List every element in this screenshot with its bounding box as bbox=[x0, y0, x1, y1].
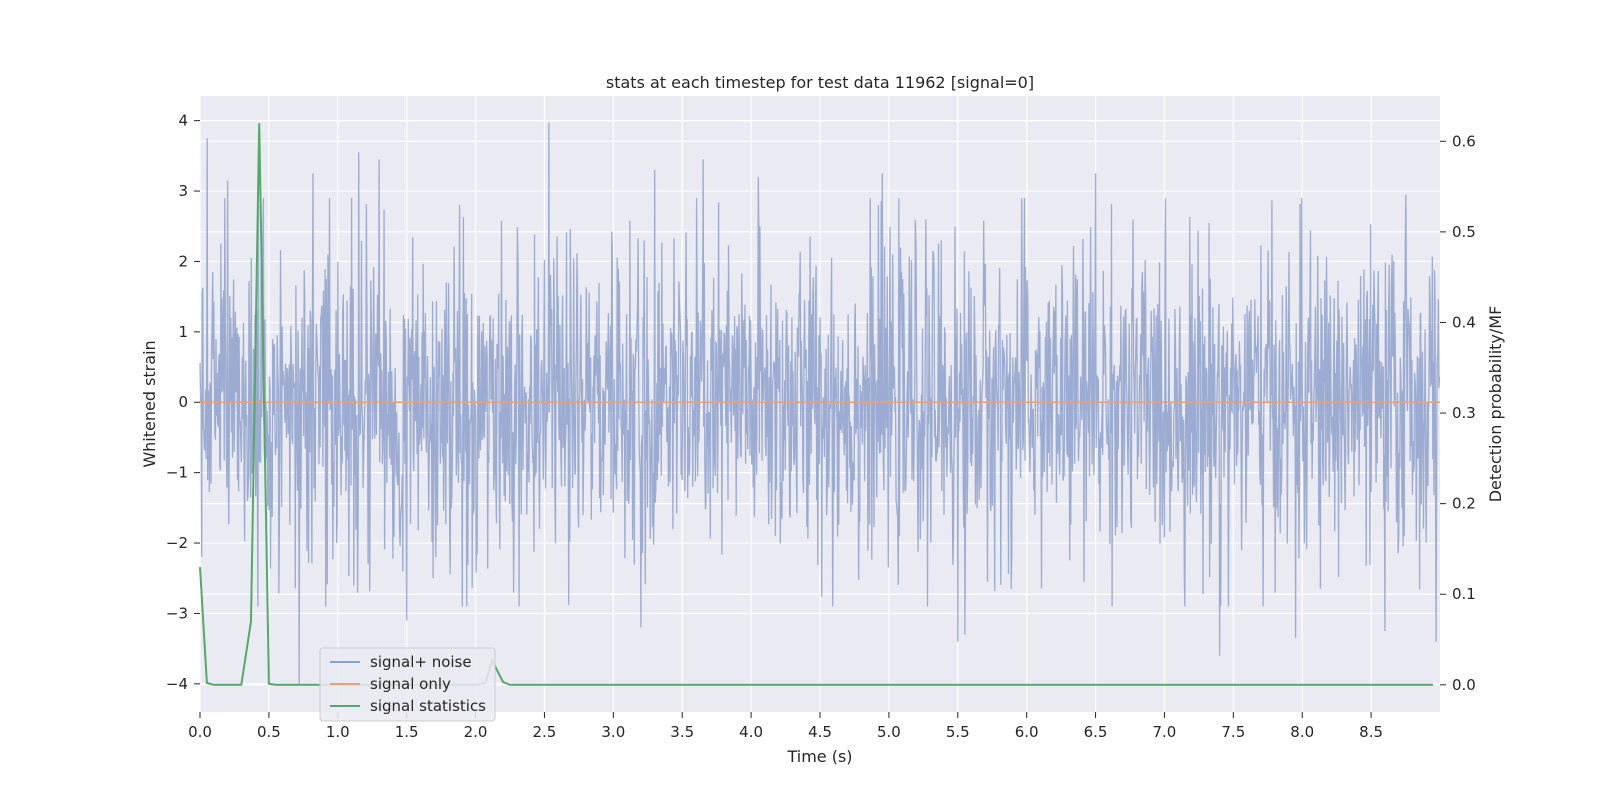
x-tick-label: 1.0 bbox=[326, 723, 350, 741]
x-axis-label: Time (s) bbox=[786, 747, 852, 766]
y2-tick-label: 0.5 bbox=[1452, 223, 1476, 241]
x-tick-label: 0.5 bbox=[257, 723, 281, 741]
y-tick-label: −3 bbox=[166, 604, 188, 622]
y-axis-ticks: 4 3 2 1 0 −1 −2 −3 −4 bbox=[166, 112, 200, 693]
x-tick-label: 4.0 bbox=[739, 723, 763, 741]
x-tick-label: 8.5 bbox=[1359, 723, 1383, 741]
x-axis-ticks: 0.0 0.5 1.0 1.5 2.0 2.5 3.0 3.5 4.0 4.5 5.0 5.5 6.0 6… bbox=[188, 712, 1383, 741]
y-axis-label: Whitened strain bbox=[140, 340, 159, 467]
x-tick-label: 6.0 bbox=[1015, 723, 1039, 741]
y2-axis-label: Detection probability/MF bbox=[1486, 306, 1505, 503]
legend-label-signal-statistics: signal statistics bbox=[370, 697, 486, 715]
x-tick-label: 1.5 bbox=[395, 723, 419, 741]
x-tick-label: 7.5 bbox=[1221, 723, 1245, 741]
y-tick-label: 2 bbox=[178, 252, 188, 270]
series-signal-plus-noise bbox=[199, 122, 1441, 684]
x-tick-label: 8.0 bbox=[1290, 723, 1314, 741]
x-tick-label: 5.5 bbox=[946, 723, 970, 741]
x-tick-label: 3.5 bbox=[670, 723, 694, 741]
y-tick-label: 0 bbox=[178, 393, 188, 411]
y-tick-label: 3 bbox=[178, 182, 188, 200]
y-tick-label: 1 bbox=[178, 323, 188, 341]
chart-title: stats at each timestep for test data 119… bbox=[606, 73, 1034, 92]
y2-tick-label: 0.0 bbox=[1452, 676, 1476, 694]
signal-plus-noise-line bbox=[199, 122, 1441, 684]
x-tick-label: 4.5 bbox=[808, 723, 832, 741]
x-tick-label: 0.0 bbox=[188, 723, 212, 741]
y2-tick-label: 0.3 bbox=[1452, 404, 1476, 422]
y2-tick-label: 0.6 bbox=[1452, 132, 1476, 150]
legend-label-signal-plus-noise: signal+ noise bbox=[370, 653, 472, 671]
y2-tick-label: 0.2 bbox=[1452, 495, 1476, 513]
x-tick-label: 3.0 bbox=[601, 723, 625, 741]
legend-box bbox=[319, 647, 496, 722]
legend-label-signal-only: signal only bbox=[370, 675, 451, 693]
x-tick-label: 7.0 bbox=[1153, 723, 1177, 741]
x-tick-label: 5.0 bbox=[877, 723, 901, 741]
x-tick-label: 6.5 bbox=[1084, 723, 1108, 741]
y-tick-label: −1 bbox=[166, 464, 188, 482]
legend: signal+ noise signal only signal statist… bbox=[319, 647, 496, 722]
y-tick-label: −4 bbox=[166, 675, 188, 693]
y2-axis-ticks: 0.6 0.5 0.4 0.3 0.2 0.1 0.0 bbox=[1440, 132, 1476, 694]
x-tick-label: 2.5 bbox=[533, 723, 557, 741]
y-tick-label: −2 bbox=[166, 534, 188, 552]
y2-tick-label: 0.1 bbox=[1452, 585, 1476, 603]
y2-tick-label: 0.4 bbox=[1452, 313, 1476, 331]
x-tick-label: 2.0 bbox=[464, 723, 488, 741]
y-tick-label: 4 bbox=[178, 112, 188, 130]
